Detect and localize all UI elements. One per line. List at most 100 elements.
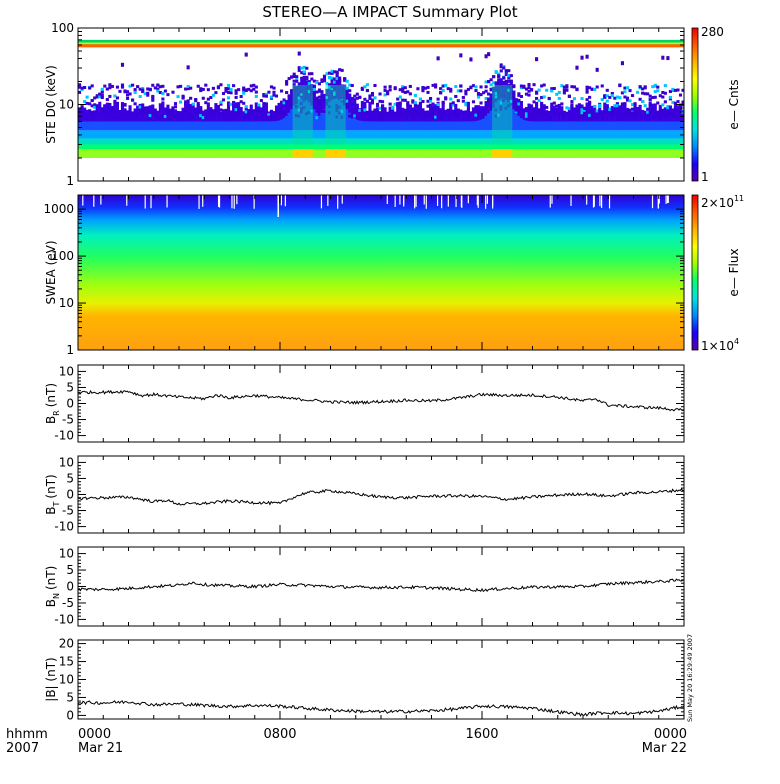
ste-bin xyxy=(502,96,506,131)
ste-bin xyxy=(290,105,294,131)
ste-bin xyxy=(509,130,513,139)
ste-bin xyxy=(194,114,198,131)
ste-bin xyxy=(189,149,193,158)
ste-bin xyxy=(565,106,569,110)
ste-bin xyxy=(115,117,119,131)
ste-bin xyxy=(277,102,281,121)
ste-bin xyxy=(247,149,251,158)
ste-bin xyxy=(375,120,380,131)
ste-bin xyxy=(570,130,574,139)
ste-bin xyxy=(423,138,428,145)
ste-bin xyxy=(547,110,551,122)
ste-bin xyxy=(327,84,332,145)
ste-bin xyxy=(671,87,675,91)
ste-bin xyxy=(499,84,503,88)
ste-bin xyxy=(600,130,604,139)
ste-bin xyxy=(123,138,127,145)
ste-bin xyxy=(484,100,488,116)
ste-bin xyxy=(315,80,319,84)
ste-bin xyxy=(545,105,549,109)
ste-bin xyxy=(426,85,430,89)
ste-bin xyxy=(600,138,604,145)
ste-bin xyxy=(297,66,301,70)
ste-bin xyxy=(93,138,97,145)
ste-bin xyxy=(456,89,460,93)
ste-bin xyxy=(555,104,559,108)
ste-bin xyxy=(557,90,561,94)
ste-bin xyxy=(572,130,577,139)
ste-bin xyxy=(153,86,157,90)
ste-bin xyxy=(93,149,97,158)
ste-bin xyxy=(378,111,382,122)
ste-bin xyxy=(345,104,349,131)
ste-bin xyxy=(214,144,218,150)
ste-bin xyxy=(434,85,438,89)
ste-bin xyxy=(280,144,284,150)
ste-bin xyxy=(550,130,554,139)
ste-bin xyxy=(638,85,642,89)
ste-bin xyxy=(507,69,511,73)
ste-bin xyxy=(338,138,342,145)
ste-bin xyxy=(494,149,498,158)
ste-bin xyxy=(176,95,180,99)
ste-bin xyxy=(653,138,657,145)
side-stamp: Sun May 20 16:29:49 2007 xyxy=(686,634,694,722)
ste-bin xyxy=(522,149,526,158)
y-tick-label: 1000 xyxy=(43,202,74,216)
ste-bin xyxy=(272,130,276,139)
ste-bin xyxy=(434,83,438,87)
ste-bin xyxy=(469,149,473,158)
ste-bin xyxy=(262,101,266,105)
ste-bin xyxy=(196,149,200,158)
ste-bin xyxy=(201,116,205,120)
ste-bin xyxy=(335,107,339,111)
ste-bin xyxy=(524,112,529,116)
ste-bin xyxy=(497,113,501,117)
ste-bin xyxy=(651,130,655,139)
ste-bin xyxy=(176,138,180,145)
ste-bin xyxy=(641,91,645,95)
ste-bin xyxy=(545,144,549,150)
ste-bin xyxy=(327,144,332,150)
ste-bin xyxy=(90,104,94,108)
ste-bin xyxy=(315,90,319,94)
ste-bin xyxy=(338,111,342,115)
ste-bin xyxy=(348,144,352,150)
ste-bin xyxy=(572,97,577,101)
ste-bin xyxy=(673,138,678,145)
swea-data-gap xyxy=(477,195,479,208)
swea-data-gap xyxy=(441,195,443,209)
ste-bin xyxy=(676,100,680,104)
ste-bin xyxy=(123,130,127,139)
ste-bin xyxy=(625,96,630,100)
ste-bin xyxy=(658,149,662,158)
ste-bin xyxy=(416,130,420,139)
ste-bin xyxy=(226,149,231,158)
ste-bin xyxy=(487,130,491,139)
ste-bin xyxy=(83,100,87,104)
ste-bin xyxy=(148,130,152,139)
ste-bin xyxy=(307,84,311,145)
ste-bin xyxy=(585,144,589,150)
ste-bin xyxy=(333,149,337,158)
ste-bin xyxy=(585,90,589,94)
ste-bin xyxy=(600,98,604,102)
ste-bin xyxy=(171,113,175,117)
ste-bin xyxy=(269,114,274,118)
ste-bin xyxy=(560,144,564,150)
ste-bin xyxy=(186,149,190,158)
ste-bin xyxy=(343,144,347,150)
ste-bin xyxy=(360,101,364,122)
ste-bin xyxy=(608,149,612,158)
ste-bin xyxy=(322,149,327,158)
ste-bin xyxy=(247,109,251,122)
ste-bin xyxy=(78,85,82,89)
ste-bin xyxy=(396,144,400,150)
ste-bin xyxy=(446,149,450,158)
ste-bin xyxy=(497,138,501,145)
ste-bin xyxy=(560,114,564,131)
ste-bin xyxy=(666,56,670,61)
ste-bin xyxy=(226,101,231,122)
ste-bin xyxy=(615,95,619,99)
ste-bin xyxy=(249,144,253,150)
